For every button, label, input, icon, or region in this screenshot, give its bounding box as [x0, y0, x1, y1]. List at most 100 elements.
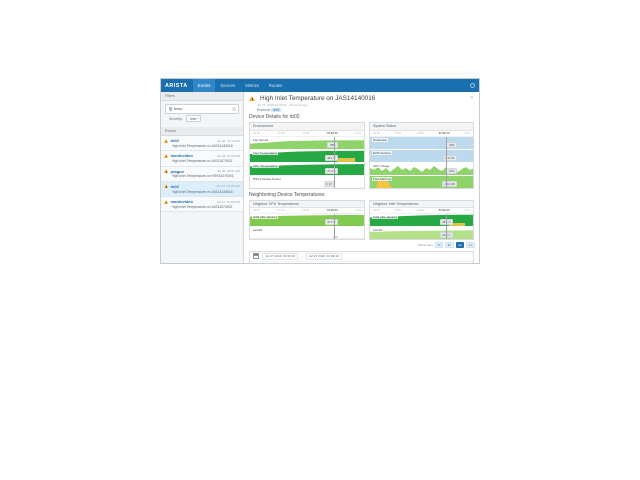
event-message: High Inlet Temperature on JAS11070002 — [171, 204, 233, 209]
severity-select[interactable]: info — [185, 115, 201, 122]
event-time: Jul 28, 10:14 AM — [216, 138, 240, 143]
list-item-selected[interactable]: rb02 Jul 27, 01:09 PM High Inlet Tempera… — [161, 181, 243, 198]
close-icon[interactable]: ✕ — [469, 95, 474, 101]
axis-tick: 01:0 — [355, 131, 361, 135]
nav-tab-metrics[interactable]: Metrics — [245, 83, 259, 88]
show-last-option-1h[interactable]: 1h — [434, 241, 444, 248]
list-item[interactable]: prague Jul 28, 09:51 AM High Inlet Tempe… — [161, 166, 243, 182]
event-device: montevideo — [170, 199, 193, 205]
metric-row-fan-speed[interactable]: Fan Speed 38% — [250, 137, 364, 150]
warning-triangle-icon — [249, 96, 255, 101]
arista-logo: ARISTA — [165, 82, 188, 89]
event-time: Jul 27, 12:58 PM — [216, 199, 240, 204]
timeline-range-separator: – — [301, 254, 303, 259]
show-last-control: Show Last 1h 6h 1d 1w — [244, 240, 479, 248]
time-cursor[interactable] — [446, 136, 447, 188]
time-cursor[interactable] — [446, 214, 447, 240]
severity-value: info — [189, 116, 196, 121]
event-device: rb02 — [170, 183, 179, 189]
event-on-label: Event on — [257, 108, 271, 113]
metric-row-cpu-usage[interactable]: CPU Usage 46% — [370, 163, 473, 176]
metric-label: PSU1 Output Power — [252, 176, 282, 181]
metric-row-cpu-temperature[interactable]: CPU Temperature 47.2 C — [250, 163, 364, 176]
metric-label: rb02 (this device) — [252, 215, 278, 220]
system-status-rows: Hostname rb02 EOS Version 4.17.0F — [370, 136, 473, 188]
metric-row-neighbor-inlet-self[interactable]: rb02 (this device) 38.1 C — [370, 214, 473, 228]
metric-row-hostname[interactable]: Hostname rb02 — [370, 136, 473, 150]
show-last-option-1d[interactable]: 1d — [455, 241, 465, 248]
metric-value-badge: 4.17.0F — [442, 154, 457, 161]
gear-icon[interactable] — [470, 83, 475, 88]
metric-row-free-memory[interactable]: Free Memory 1.03 GB — [370, 175, 473, 188]
metric-label: Free Memory — [372, 176, 393, 181]
metric-row-neighbor-cpu-ams01[interactable]: ams01 — [250, 227, 364, 240]
event-on-device-link[interactable]: rb02 — [271, 108, 282, 113]
search-input-value: temp — [174, 106, 183, 111]
metric-value-badge: 47.2 C — [324, 167, 338, 174]
search-input[interactable]: temp — [165, 104, 239, 114]
timeline-scrubber[interactable]: Jul 27 2016, 01:09:10 – Jul 27 2016, 01:… — [249, 250, 474, 263]
metric-row-inlet-temperature[interactable]: Inlet Temperature 38.1 C — [250, 150, 364, 163]
time-cursor[interactable] — [334, 214, 335, 240]
clear-icon[interactable] — [232, 107, 236, 111]
device-details-title: Device Details for rb02 — [249, 114, 300, 121]
timeline-start-input[interactable]: Jul 27 2016, 01:09:10 — [262, 253, 299, 260]
show-last-option-6h[interactable]: 6h — [445, 241, 454, 248]
axis-tick: 01:0 — [355, 209, 361, 213]
metric-label: ams01 — [372, 228, 384, 233]
event-on-row: Event on rb02 — [257, 108, 473, 113]
threshold-highlight — [449, 222, 465, 227]
calendar-icon[interactable] — [253, 253, 260, 260]
neighboring-title: Neighboring Device Temperatures — [249, 191, 325, 198]
timeline-end-input[interactable]: Jul 27 2016, 01:09:10 — [305, 253, 342, 260]
system-status-panel-title: System Status — [370, 123, 473, 131]
neighbor-cpu-rows: rb02 (this device) 47.2 C ams01 — [250, 214, 364, 240]
sidebar: Filters temp Severity: info Events — [161, 92, 244, 263]
threshold-highlight — [336, 157, 355, 162]
event-message: High Inlet Temperature on JAS11070002 — [171, 159, 233, 164]
axis-tick: 07:00 — [394, 209, 402, 213]
neighbor-inlet-axis: 01:00 07:00 13:00 01:09:10 01:0 — [370, 208, 473, 215]
nav-tab-events[interactable]: Events — [192, 79, 216, 92]
metric-label: CPU Usage — [372, 163, 391, 168]
metric-value-badge: 46% — [446, 167, 457, 174]
list-item[interactable]: rb02 Jul 28, 10:14 AM High Inlet Tempera… — [161, 136, 243, 152]
axis-tick: 13:00 — [416, 209, 424, 213]
event-device: montevideo — [170, 153, 193, 159]
chevron-down-icon — [196, 118, 199, 120]
timeline-range-controls: Jul 27 2016, 01:09:10 – Jul 27 2016, 01:… — [250, 252, 473, 263]
metric-label: rb02 (this device) — [372, 215, 398, 220]
top-navbar: ARISTA Events Devices Metrics Routes — [161, 79, 479, 92]
nav-tab-devices[interactable]: Devices — [220, 83, 236, 88]
axis-cursor-tick: 01:09:10 — [438, 209, 450, 213]
metric-value-badge: 47.2 C — [324, 219, 338, 226]
neighbor-inlet-panel-title: Neighbor Inlet Temperatures — [370, 200, 473, 209]
environment-panel-title: Environment — [250, 123, 364, 131]
events-list[interactable]: rb02 Jul 28, 10:14 AM High Inlet Tempera… — [161, 136, 243, 263]
system-status-axis: 01:00 07:00 13:00 01:09:10 01:0 — [370, 131, 473, 137]
metric-row-neighbor-inlet-ams01[interactable]: ams01 33.5 C — [370, 227, 473, 240]
metric-row-psu1-output-power[interactable]: PSU1 Output Power 0 W — [250, 176, 364, 188]
metric-row-eos-version[interactable]: EOS Version 4.17.0F — [370, 149, 473, 163]
warning-triangle-icon — [164, 153, 168, 158]
metric-label: Inlet Temperature — [252, 150, 279, 155]
nav-tab-routes[interactable]: Routes — [268, 83, 283, 88]
metric-row-neighbor-cpu-self[interactable]: rb02 (this device) 47.2 C — [250, 214, 364, 228]
event-time: Jul 28, 10:03 AM — [216, 153, 240, 158]
list-item[interactable]: montevideo Jul 28, 10:03 AM High Inlet T… — [161, 151, 243, 167]
event-message: High Inlet Temperature on JAS14140016 — [171, 143, 233, 148]
metric-value-badge: rb02 — [446, 141, 457, 148]
list-item[interactable]: montevideo Jul 27, 12:58 PM High Inlet T… — [161, 197, 243, 213]
environment-panel: Environment 01:00 07:00 13:00 01:09:10 0… — [249, 122, 365, 189]
time-cursor[interactable] — [334, 136, 335, 188]
severity-label: Severity: — [169, 116, 183, 121]
main-content: High Inlet Temperature on JAS14140016 Ju… — [244, 92, 479, 263]
metric-value-badge: 0 W — [324, 180, 334, 187]
event-row-top: prague Jul 28, 09:51 AM — [164, 169, 240, 174]
metric-value-badge: 38% — [327, 141, 338, 148]
timeline-axis: 06:00 Jul 27, 01:09:10 Thu 28 03:00 06:0… — [250, 262, 473, 263]
axis-tick: 13:00 — [302, 209, 310, 213]
show-last-option-1w[interactable]: 1w — [466, 241, 475, 248]
filters-header: Filters — [161, 92, 243, 101]
metric-label: ams01 — [252, 228, 264, 233]
